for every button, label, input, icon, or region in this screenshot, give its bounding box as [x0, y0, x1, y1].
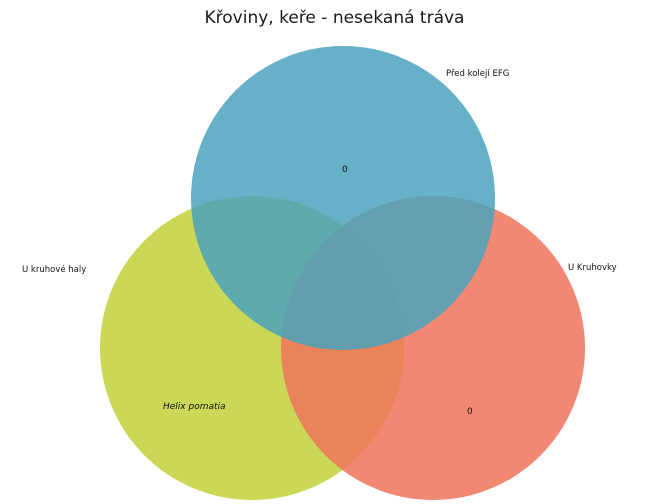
set-label-u-kruhovky: U Kruhovky: [568, 263, 617, 273]
set-value-u-kruhove-haly: Helix pomatia: [163, 402, 226, 412]
set-value-u-kruhovky: 0: [467, 407, 473, 417]
set-circle-pred-koleji-efg: [191, 46, 495, 350]
set-label-pred-koleji-efg: Před kolejí EFG: [446, 69, 510, 79]
diagram-title: Křoviny, keře - nesekaná tráva: [204, 8, 465, 28]
set-label-u-kruhove-haly: U kruhové haly: [22, 265, 87, 275]
set-value-pred-koleji-efg: 0: [342, 165, 348, 175]
